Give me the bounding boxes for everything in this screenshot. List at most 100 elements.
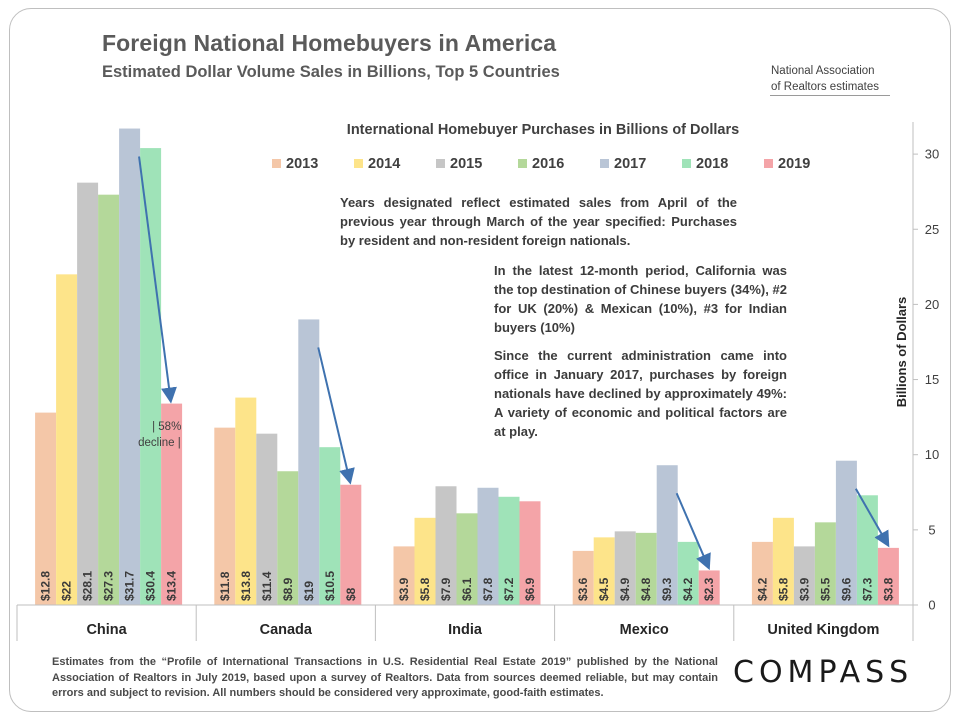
data-label-mexico-2018: $4.2 bbox=[681, 577, 695, 601]
data-label-mexico-2017: $9.3 bbox=[660, 577, 674, 601]
trend-arrow-china bbox=[138, 156, 177, 404]
bar-united-kingdom-2018 bbox=[856, 495, 878, 605]
legend-swatch-2015 bbox=[436, 159, 445, 168]
source-note-line-2: of Realtors estimates bbox=[771, 81, 880, 93]
category-label-canada: Canada bbox=[260, 622, 313, 638]
decline-note: Since the current administration came in… bbox=[494, 348, 787, 439]
trend-arrow-canada bbox=[317, 347, 355, 485]
data-label-canada-2015: $11.4 bbox=[260, 571, 274, 601]
data-label-canada-2013: $11.8 bbox=[218, 571, 232, 601]
chart-title: International Homebuyer Purchases in Bil… bbox=[347, 122, 739, 138]
source-underline bbox=[770, 95, 890, 96]
bar-canada-2019 bbox=[340, 484, 362, 605]
bar-china-2017 bbox=[119, 128, 141, 605]
data-label-mexico-2016: $4.8 bbox=[639, 577, 653, 601]
category-label-mexico: Mexico bbox=[620, 622, 669, 638]
y-tick-label-0: 0 bbox=[928, 598, 935, 613]
legend-label-2015: 2015 bbox=[450, 156, 482, 172]
bar-canada-2014 bbox=[235, 397, 257, 605]
data-label-united-kingdom-2019: $3.8 bbox=[881, 577, 895, 601]
data-label-india-2014: $5.8 bbox=[418, 577, 432, 601]
bar-india-2015 bbox=[435, 486, 457, 605]
data-label-mexico-2014: $4.5 bbox=[597, 577, 611, 601]
data-label-canada-2019: $8 bbox=[344, 587, 358, 601]
data-label-india-2013: $3.9 bbox=[397, 577, 411, 601]
legend-label-2019: 2019 bbox=[778, 156, 810, 172]
page-subtitle: Estimated Dollar Volume Sales in Billion… bbox=[102, 63, 560, 81]
data-label-india-2015: $7.9 bbox=[439, 577, 453, 601]
bar-united-kingdom-2013 bbox=[751, 541, 773, 605]
bar-china-2019 bbox=[161, 403, 183, 605]
category-label-united-kingdom: United Kingdom bbox=[767, 622, 879, 638]
y-tick-label-5: 5 bbox=[928, 522, 935, 537]
bar-canada-2015 bbox=[256, 433, 278, 605]
data-label-united-kingdom-2014: $5.8 bbox=[776, 577, 790, 601]
source-note: National Association of Realtors estimat… bbox=[771, 63, 879, 95]
data-label-mexico-2015: $4.9 bbox=[618, 577, 632, 601]
data-label-india-2019: $6.9 bbox=[523, 577, 537, 601]
bar-china-2014 bbox=[56, 274, 78, 605]
bar-mexico-2019 bbox=[698, 570, 720, 605]
y-tick-label-30: 30 bbox=[925, 147, 939, 162]
y-tick-label-20: 20 bbox=[925, 297, 939, 312]
data-label-china-2015: $28.1 bbox=[81, 571, 95, 601]
data-label-india-2017: $7.8 bbox=[481, 577, 495, 601]
bar-india-2013 bbox=[393, 546, 415, 605]
bar-mexico-2018 bbox=[677, 541, 699, 605]
data-label-united-kingdom-2013: $4.2 bbox=[755, 577, 769, 601]
bar-mexico-2014 bbox=[593, 537, 615, 605]
legend-label-2014: 2014 bbox=[368, 156, 400, 172]
data-label-canada-2017: $19 bbox=[302, 581, 316, 601]
bar-canada-2016 bbox=[277, 471, 299, 605]
y-tick-label-15: 15 bbox=[925, 372, 939, 387]
legend-swatch-2018 bbox=[682, 159, 691, 168]
data-label-united-kingdom-2017: $9.6 bbox=[839, 577, 853, 601]
bar-india-2014 bbox=[414, 517, 436, 605]
compass-logo: COMPASS bbox=[733, 655, 914, 690]
bar-mexico-2016 bbox=[635, 532, 657, 605]
bar-india-2016 bbox=[456, 513, 478, 605]
bar-united-kingdom-2015 bbox=[793, 546, 815, 605]
data-label-united-kingdom-2018: $7.3 bbox=[860, 577, 874, 601]
trend-arrow-united-kingdom bbox=[854, 488, 890, 548]
legend-label-2018: 2018 bbox=[696, 156, 728, 172]
bar-india-2019 bbox=[519, 501, 541, 605]
data-label-mexico-2019: $2.3 bbox=[702, 577, 716, 601]
data-label-mexico-2013: $3.6 bbox=[576, 577, 590, 601]
legend-swatch-2019 bbox=[764, 159, 773, 168]
china-decline-label-2: decline | bbox=[138, 437, 181, 449]
y-axis-title: Billions of Dollars bbox=[894, 297, 909, 408]
legend-swatch-2013 bbox=[272, 159, 281, 168]
data-label-china-2018: $30.4 bbox=[144, 571, 158, 601]
bar-mexico-2015 bbox=[614, 531, 636, 605]
bar-canada-2013 bbox=[214, 427, 236, 605]
legend-swatch-2016 bbox=[518, 159, 527, 168]
legend-swatch-2014 bbox=[354, 159, 363, 168]
legend-label-2016: 2016 bbox=[532, 156, 564, 172]
legend-swatch-2017 bbox=[600, 159, 609, 168]
data-label-canada-2016: $8.9 bbox=[281, 577, 295, 601]
bar-china-2018 bbox=[140, 148, 162, 605]
california-note: In the latest 12-month period, Californi… bbox=[494, 263, 787, 335]
bar-united-kingdom-2014 bbox=[772, 517, 794, 605]
data-label-united-kingdom-2016: $5.5 bbox=[818, 577, 832, 601]
data-label-india-2018: $7.2 bbox=[502, 577, 516, 601]
data-label-china-2019: $13.4 bbox=[165, 571, 179, 601]
data-label-china-2013: $12.8 bbox=[39, 571, 53, 601]
data-label-canada-2018: $10.5 bbox=[323, 571, 337, 601]
footer-disclaimer: Estimates from the “Profile of Internati… bbox=[52, 656, 718, 699]
bar-china-2013 bbox=[35, 412, 57, 605]
bar-canada-2017 bbox=[298, 319, 320, 605]
y-tick-label-25: 25 bbox=[925, 222, 939, 237]
data-label-china-2017: $31.7 bbox=[123, 571, 137, 601]
bar-india-2017 bbox=[477, 487, 499, 605]
bar-china-2015 bbox=[77, 182, 99, 606]
data-label-united-kingdom-2015: $3.9 bbox=[797, 577, 811, 601]
legend-label-2017: 2017 bbox=[614, 156, 646, 172]
legend-label-2013: 2013 bbox=[286, 156, 318, 172]
data-label-china-2014: $22 bbox=[60, 581, 74, 601]
category-label-china: China bbox=[86, 622, 127, 638]
bar-canada-2018 bbox=[319, 447, 341, 605]
category-label-india: India bbox=[448, 622, 483, 638]
